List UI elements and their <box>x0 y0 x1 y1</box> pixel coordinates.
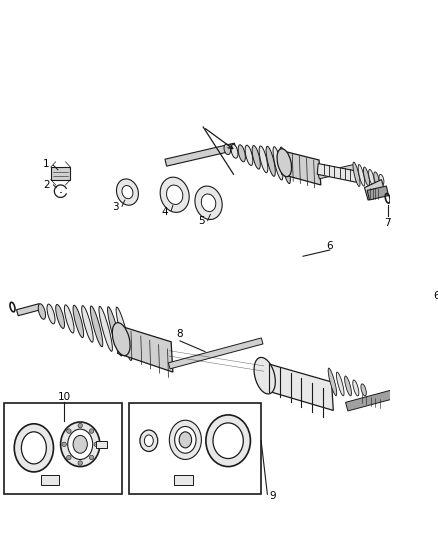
Polygon shape <box>118 326 173 372</box>
Ellipse shape <box>117 179 138 205</box>
Ellipse shape <box>78 461 82 465</box>
Ellipse shape <box>345 376 351 396</box>
Text: 4: 4 <box>162 207 168 217</box>
Ellipse shape <box>38 304 46 319</box>
Ellipse shape <box>280 147 290 183</box>
Ellipse shape <box>201 194 216 212</box>
Ellipse shape <box>358 165 365 186</box>
Ellipse shape <box>379 174 384 185</box>
Ellipse shape <box>62 442 67 447</box>
Ellipse shape <box>14 424 53 472</box>
Ellipse shape <box>94 442 99 447</box>
Ellipse shape <box>231 144 238 158</box>
Ellipse shape <box>353 380 359 396</box>
Ellipse shape <box>160 177 189 212</box>
Ellipse shape <box>213 423 243 458</box>
Ellipse shape <box>67 429 71 433</box>
Ellipse shape <box>259 146 268 173</box>
Ellipse shape <box>47 304 55 324</box>
Ellipse shape <box>140 430 158 451</box>
Ellipse shape <box>116 307 132 360</box>
Bar <box>174 474 194 485</box>
Ellipse shape <box>56 304 64 328</box>
Polygon shape <box>364 180 385 200</box>
Ellipse shape <box>206 415 251 466</box>
Ellipse shape <box>254 358 276 394</box>
Text: 6: 6 <box>326 241 333 252</box>
Ellipse shape <box>64 305 74 333</box>
Ellipse shape <box>353 162 360 187</box>
Text: 6: 6 <box>433 292 438 301</box>
Ellipse shape <box>252 146 260 169</box>
Bar <box>41 474 59 485</box>
Text: 8: 8 <box>177 329 184 339</box>
Ellipse shape <box>369 169 374 185</box>
Ellipse shape <box>238 145 245 162</box>
Ellipse shape <box>73 305 84 337</box>
Ellipse shape <box>170 420 201 459</box>
Ellipse shape <box>67 455 71 460</box>
Ellipse shape <box>112 322 130 356</box>
Text: 7: 7 <box>385 219 391 228</box>
Ellipse shape <box>107 306 122 356</box>
Ellipse shape <box>179 432 191 448</box>
Ellipse shape <box>336 372 344 396</box>
Text: 3: 3 <box>113 202 119 212</box>
Ellipse shape <box>89 429 94 433</box>
Ellipse shape <box>273 147 283 180</box>
Ellipse shape <box>195 186 222 220</box>
Ellipse shape <box>328 368 337 395</box>
Ellipse shape <box>175 426 196 453</box>
Polygon shape <box>168 338 263 369</box>
Ellipse shape <box>166 185 183 205</box>
Polygon shape <box>261 362 333 410</box>
Ellipse shape <box>60 422 100 466</box>
Ellipse shape <box>78 423 82 428</box>
Polygon shape <box>318 164 356 179</box>
Text: 5: 5 <box>198 216 205 227</box>
Ellipse shape <box>99 306 113 351</box>
Ellipse shape <box>82 305 93 342</box>
Ellipse shape <box>361 384 366 396</box>
Ellipse shape <box>89 455 94 460</box>
Polygon shape <box>317 164 357 182</box>
Text: 1: 1 <box>43 159 49 169</box>
Bar <box>4 403 122 494</box>
Ellipse shape <box>364 167 370 186</box>
Polygon shape <box>17 304 41 316</box>
Ellipse shape <box>122 185 133 199</box>
Ellipse shape <box>266 147 276 176</box>
Bar <box>129 403 261 494</box>
Polygon shape <box>346 389 399 411</box>
Ellipse shape <box>245 145 253 165</box>
Ellipse shape <box>374 172 379 185</box>
Polygon shape <box>367 186 389 200</box>
Ellipse shape <box>68 429 93 459</box>
Ellipse shape <box>73 435 87 453</box>
Bar <box>96 441 107 448</box>
Bar <box>51 167 71 180</box>
Ellipse shape <box>21 432 46 464</box>
Ellipse shape <box>277 149 292 176</box>
Ellipse shape <box>224 144 230 155</box>
Text: 9: 9 <box>269 491 276 501</box>
Text: 2: 2 <box>43 180 49 190</box>
Text: 10: 10 <box>58 392 71 402</box>
Ellipse shape <box>145 435 153 447</box>
Polygon shape <box>165 143 236 166</box>
Ellipse shape <box>90 306 103 347</box>
Polygon shape <box>282 151 321 185</box>
